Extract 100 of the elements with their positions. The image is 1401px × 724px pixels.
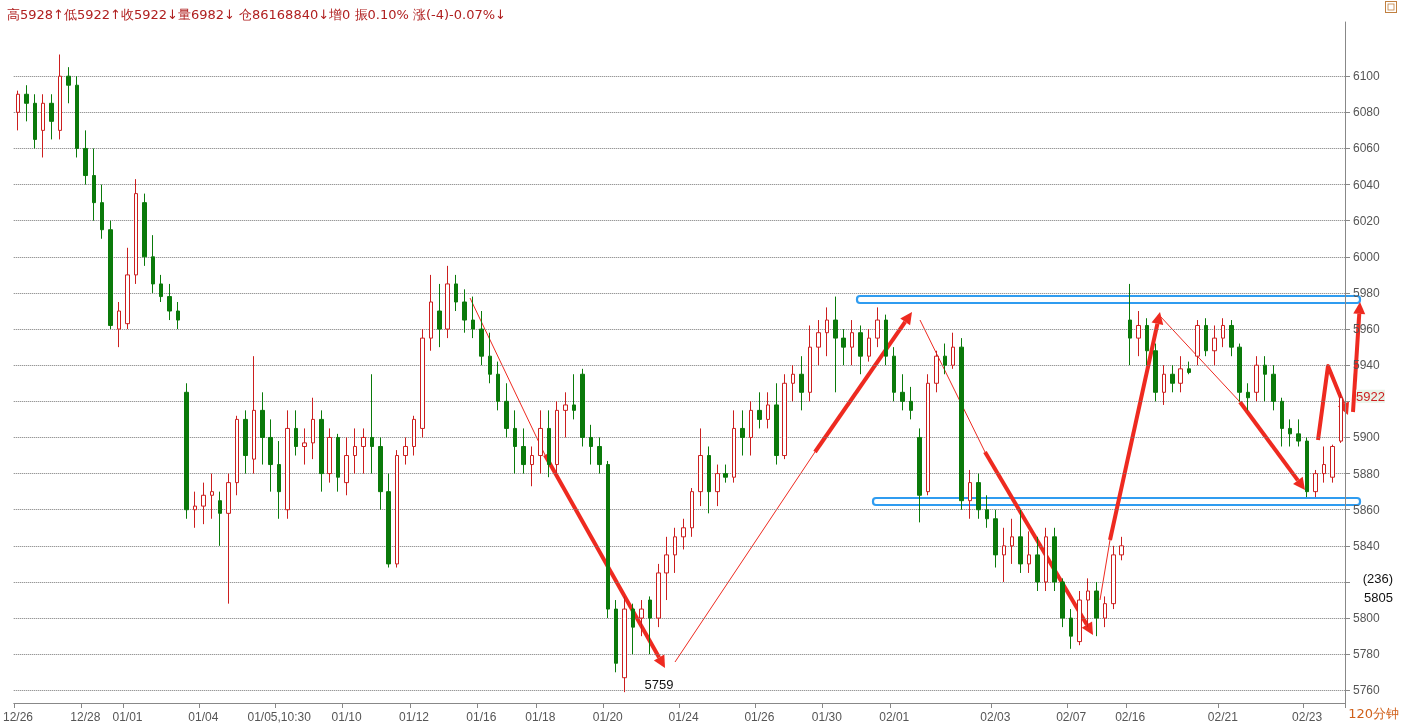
- candlestick: [867, 328, 871, 363]
- candlestick: [749, 400, 753, 457]
- candlestick: [934, 350, 939, 393]
- candlestick: [176, 301, 180, 330]
- candlestick: [226, 473, 231, 605]
- candlestick: [210, 473, 214, 520]
- candlestick: [1002, 527, 1006, 583]
- text: (236): [1362, 571, 1394, 586]
- candlestick: [1254, 355, 1259, 402]
- x-tick-label: 01/20: [592, 710, 624, 724]
- candlestick: [1010, 518, 1014, 565]
- candlestick: [1094, 581, 1099, 637]
- candlestick: [1339, 391, 1343, 444]
- candlestick: [454, 274, 458, 312]
- y-tick-label: 5800: [1353, 611, 1381, 626]
- candlestick: [875, 306, 880, 348]
- candlestick: [1212, 324, 1217, 366]
- candlestick: [656, 563, 661, 628]
- candlestick: [850, 319, 854, 366]
- x-tick-label: 12/26: [2, 710, 34, 724]
- candlestick: [816, 319, 821, 366]
- candlestick: [302, 427, 307, 466]
- candlestick: [252, 355, 256, 475]
- candlestick: [311, 397, 315, 460]
- candlestick: [1178, 355, 1183, 393]
- candlestick: [614, 599, 618, 673]
- candlestick: [201, 482, 206, 525]
- x-tick-label: 01/26: [744, 710, 775, 724]
- candlestick: [1018, 509, 1023, 574]
- candlestick: [1271, 364, 1276, 411]
- candlestick: [142, 193, 147, 267]
- candlestick: [58, 54, 62, 140]
- candlestick: [1263, 355, 1267, 402]
- candlestick: [917, 427, 922, 523]
- candlestick: [108, 220, 113, 330]
- candlestick: [1111, 545, 1116, 610]
- x-tick-label: 01/10: [331, 710, 362, 724]
- candlestick: [83, 129, 88, 186]
- candlestick: [513, 409, 517, 475]
- y-tick-label: 6000: [1353, 249, 1381, 264]
- candlestick: [285, 409, 290, 520]
- candlestick: [521, 427, 526, 475]
- candlestick: [1322, 446, 1326, 484]
- x-tick-label: 01/05,10:30: [247, 710, 312, 724]
- x-tick-label: 01/24: [668, 710, 699, 724]
- candlestick: [437, 283, 442, 348]
- candlestick: [92, 147, 96, 222]
- candlestick: [715, 464, 720, 507]
- candlestick: [319, 409, 324, 493]
- candlestick: [1069, 608, 1073, 650]
- candlestick: [1246, 382, 1250, 411]
- candlestick: [1027, 530, 1031, 574]
- candlestick: [33, 93, 37, 149]
- candlestick: [926, 373, 930, 496]
- candlestick: [235, 415, 239, 496]
- candlestick: [858, 324, 863, 375]
- candlestick: [664, 536, 669, 601]
- candlestick: [799, 355, 804, 411]
- candlestick: [757, 391, 762, 429]
- candlestick: [504, 382, 509, 438]
- x-tick-label: 02/16: [1115, 710, 1146, 724]
- x-tick-label: 01/16: [466, 710, 497, 724]
- candlestick: [993, 509, 998, 569]
- y-tick-label: 6060: [1353, 141, 1381, 156]
- candlestick: [395, 449, 399, 569]
- candlestick: [16, 90, 20, 131]
- candlestick: [336, 433, 340, 493]
- candlestick: [833, 296, 838, 393]
- candlestick: [462, 288, 467, 334]
- candlestick: [1313, 469, 1318, 498]
- candlestick: [184, 382, 189, 520]
- candlestick: [841, 328, 846, 366]
- candlestick: [740, 409, 745, 457]
- candlestick: [1195, 319, 1200, 366]
- candlestick: [429, 274, 433, 352]
- y-tick-label: 5860: [1353, 502, 1381, 517]
- candlestick: [361, 427, 366, 475]
- candlestick: [1060, 577, 1065, 628]
- x-tick-label: 02/01: [879, 710, 910, 724]
- y-tick-label: 5840: [1353, 538, 1381, 553]
- candlestick: [1288, 418, 1292, 447]
- candlestick: [1187, 361, 1191, 375]
- candlestick: [471, 296, 475, 339]
- y-tick-label: 5900: [1353, 430, 1381, 445]
- candlestick: [681, 518, 686, 550]
- candlestick: [1162, 364, 1166, 406]
- candlestick: [572, 373, 576, 420]
- x-tick-label: 02/07: [1056, 710, 1087, 724]
- candlestick: [327, 427, 332, 484]
- chart-title: 高5928↑低5922↑收5922↓量6982↓ 仓86168840↓增0 振0.10% 涨(-4)-0.07%↓: [7, 7, 506, 22]
- y-tick-label: 6020: [1353, 213, 1381, 228]
- candlestick: [909, 386, 913, 420]
- candlestick: [1305, 436, 1309, 498]
- candlestick: [547, 409, 551, 478]
- candlestick: [673, 527, 677, 574]
- candlestick: [479, 310, 484, 366]
- candlestick: [66, 66, 71, 104]
- candlestick: [900, 373, 905, 411]
- candlestick: [985, 494, 989, 529]
- candlestick: [1280, 397, 1284, 447]
